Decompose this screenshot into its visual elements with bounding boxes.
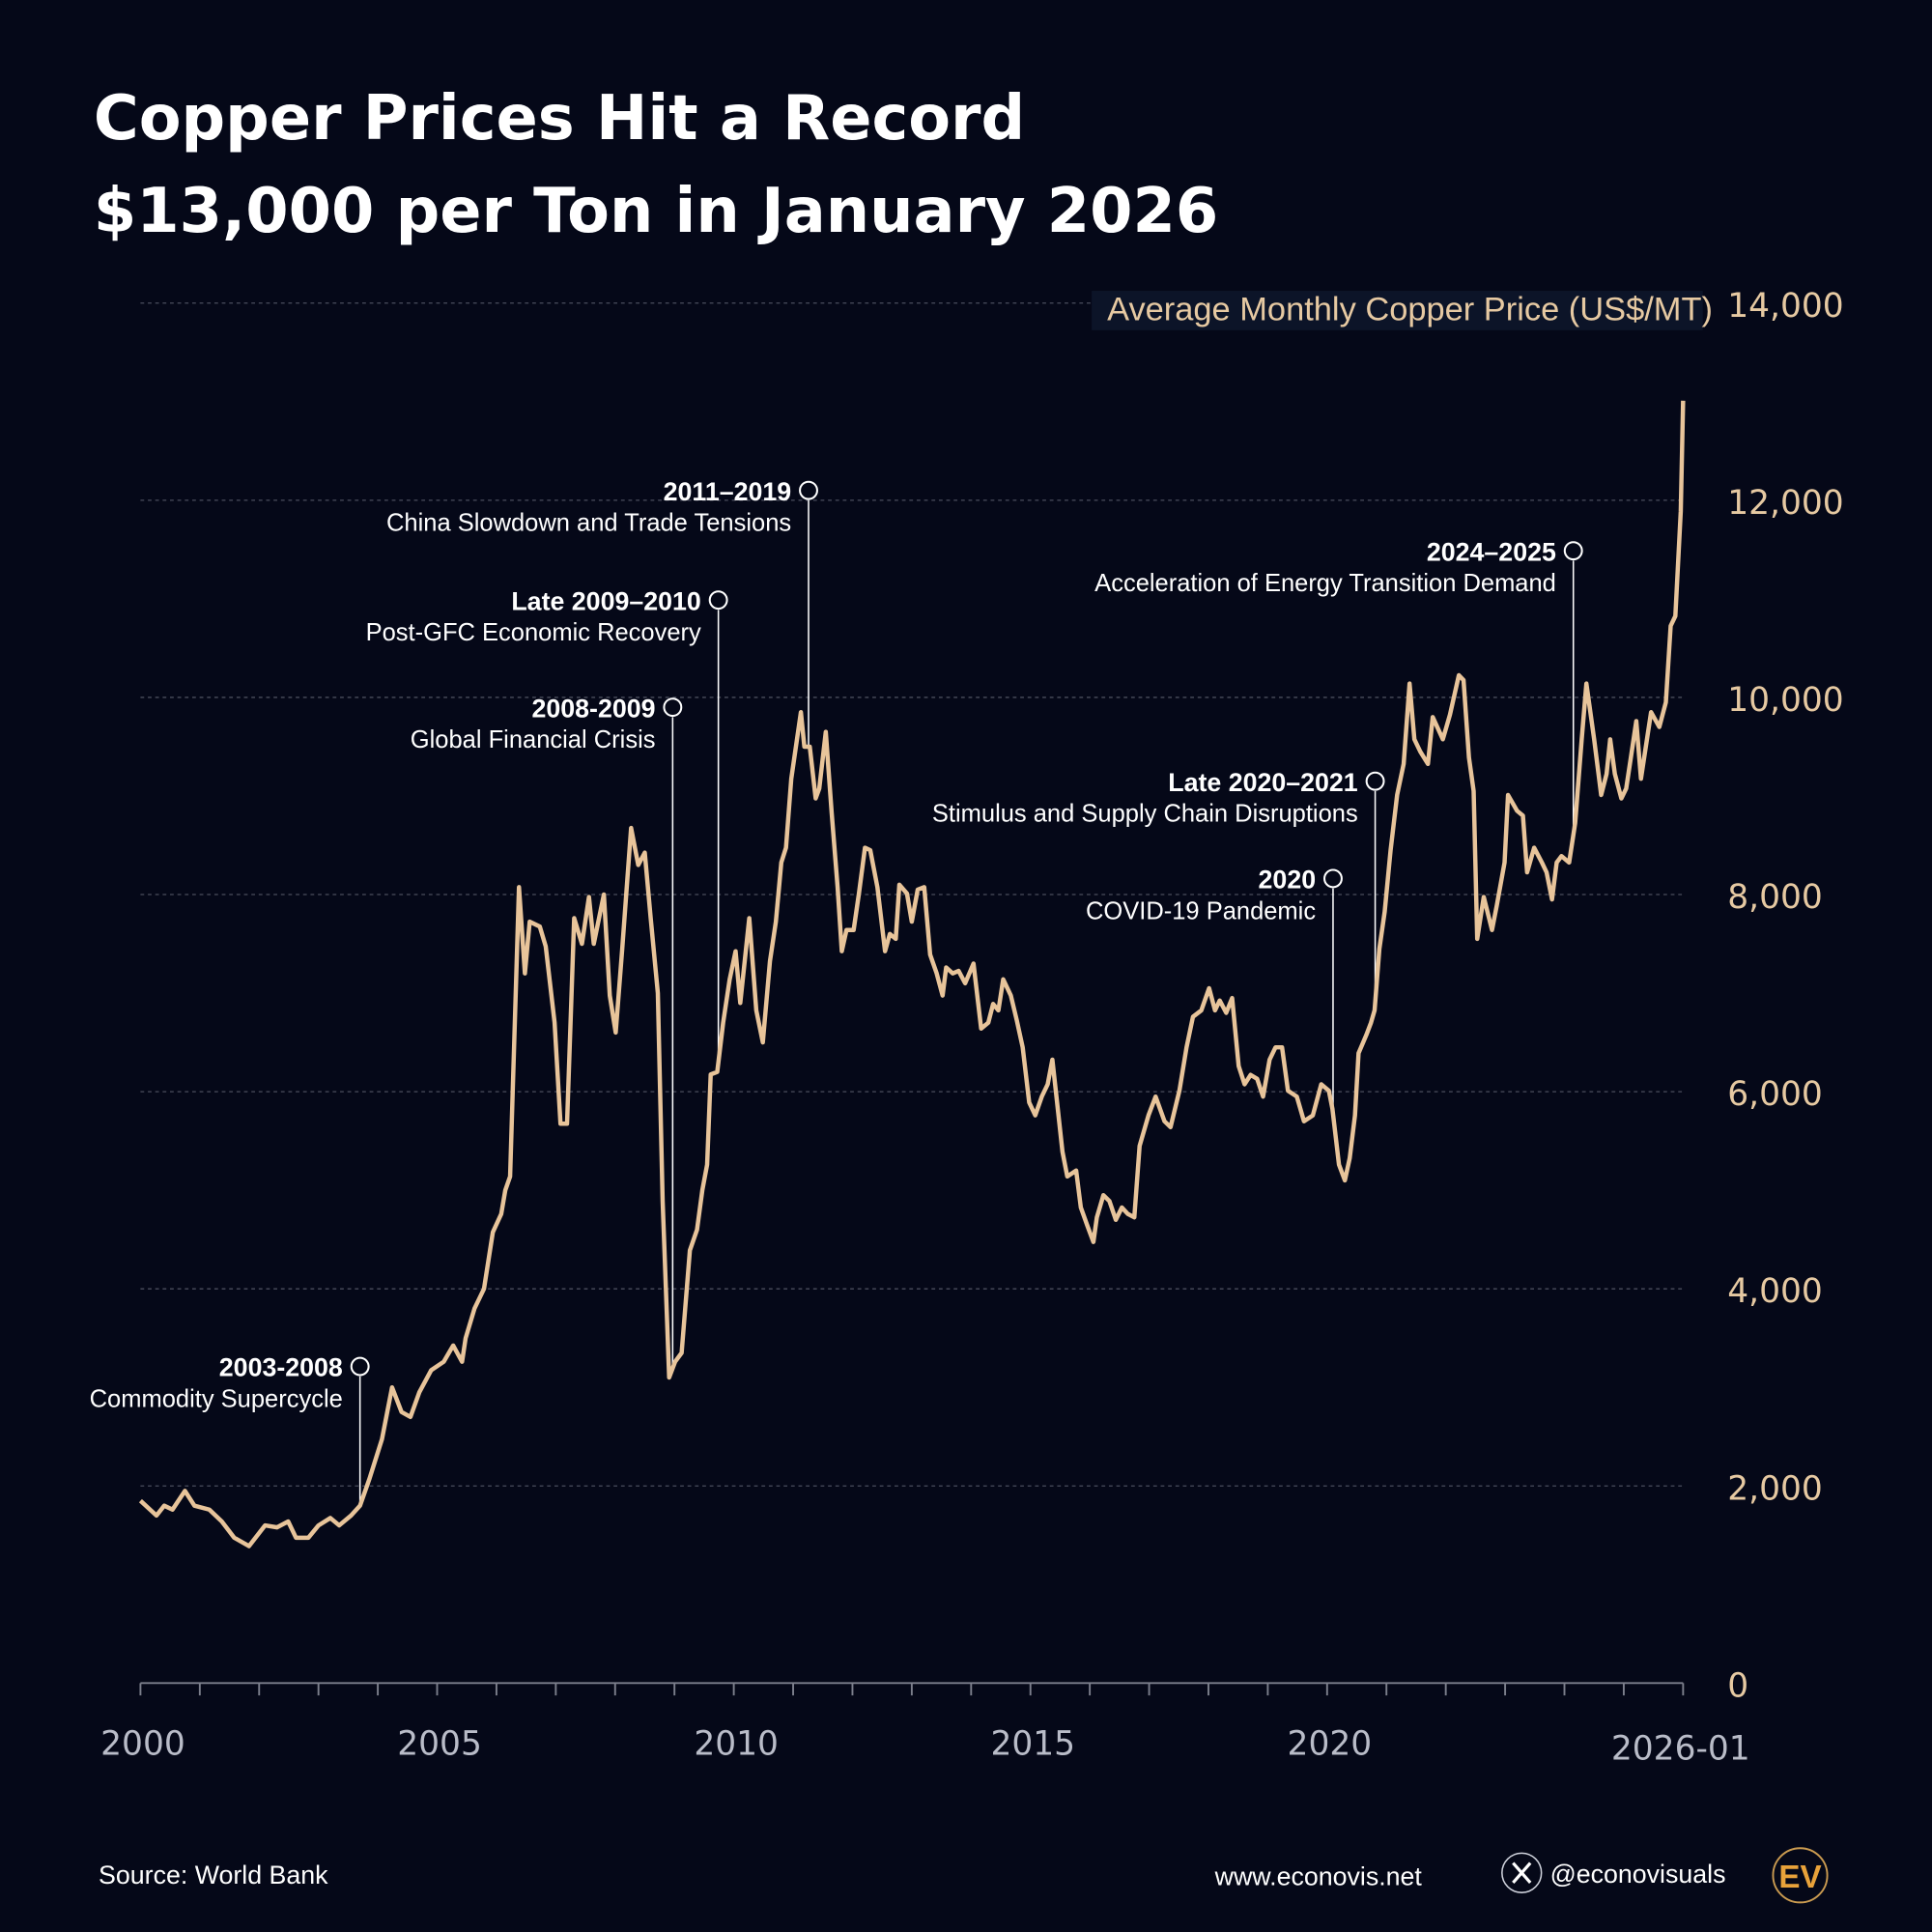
y-tick-label: 12,000 [1727, 484, 1843, 523]
gridlines [140, 302, 1684, 1487]
annotation-period: 2020 [1259, 866, 1317, 895]
website-link[interactable]: www.econovis.net [1214, 1862, 1423, 1891]
annotation-marker [663, 697, 683, 718]
annotation-text: Global Financial Crisis [411, 726, 656, 753]
x-tick-label: 2005 [397, 1724, 482, 1763]
y-axis-label: Average Monthly Copper Price (US$/MT) [1107, 292, 1713, 328]
annotations: 2003-2008 Commodity Supercycle 2008-2009 Gl… [90, 477, 1583, 1506]
annotation-marker [1563, 541, 1583, 561]
annotation-period: Late 2020–2021 [1168, 768, 1358, 797]
y-tick-label: 8,000 [1727, 878, 1823, 917]
annotation-marker [1365, 771, 1385, 791]
y-tick-label: 4,000 [1727, 1272, 1823, 1311]
annotation-marker [1323, 868, 1343, 889]
annotation-text: China Slowdown and Trade Tensions [386, 510, 791, 537]
title-line-1: Copper Prices Hit a Record [94, 83, 1025, 155]
annotation: 2008-2009 Global Financial Crisis [411, 694, 683, 1369]
x-tick-label: 2010 [694, 1724, 779, 1763]
y-tick-label: 14,000 [1727, 287, 1843, 326]
x-tick-label: 2020 [1288, 1724, 1373, 1763]
annotation: Late 2009–2010 Post-GFC Economic Recovery [366, 586, 728, 1063]
social-handle[interactable]: @econovisuals [1550, 1860, 1726, 1889]
x-axis: 2000 2005 2010 2015 2020 2026-01 [100, 1682, 1750, 1768]
annotation-period: 2008-2009 [531, 694, 655, 723]
annotation-text: Stimulus and Supply Chain Disruptions [932, 801, 1358, 828]
annotation-period: 2024–2025 [1427, 537, 1556, 566]
y-tick-label: 0 [1727, 1666, 1748, 1705]
annotation-marker [350, 1356, 370, 1377]
annotation: 2011–2019 China Slowdown and Trade Tensio… [386, 477, 818, 747]
series-line [138, 400, 1686, 1548]
annotation: 2003-2008 Commodity Supercycle [90, 1353, 370, 1506]
svg-text:EV: EV [1778, 1860, 1821, 1895]
annotation-period: 2011–2019 [664, 477, 792, 506]
ylabel-background [1092, 291, 1703, 330]
annotation-marker [799, 480, 818, 500]
y-tick-label: 2,000 [1727, 1469, 1823, 1508]
y-ticks: 0 2,000 4,000 6,000 8,000 10,000 12,000 14,000 [1727, 287, 1843, 1706]
annotation-text: COVID-19 Pandemic [1086, 898, 1316, 925]
annotation-text: Commodity Supercycle [90, 1386, 343, 1413]
ev-logo: EV [1772, 1847, 1829, 1904]
annotation: 2024–2025 Acceleration of Energy Transiti… [1094, 537, 1583, 836]
title-line-2: $13,000 per Ton in January 2026 [94, 176, 1218, 247]
annotation: Late 2020–2021 Stimulus and Supply Chain … [932, 768, 1385, 1003]
annotation-text: Acceleration of Energy Transition Demand [1094, 570, 1556, 597]
source-text: Source: World Bank [99, 1861, 328, 1889]
x-tick-label: 2026-01 [1611, 1729, 1750, 1768]
x-logo-icon[interactable] [1501, 1852, 1543, 1893]
y-tick-label: 10,000 [1727, 681, 1843, 720]
x-tick-label: 2015 [990, 1724, 1075, 1763]
annotation-text: Post-GFC Economic Recovery [366, 619, 701, 646]
y-tick-label: 6,000 [1727, 1075, 1823, 1114]
x-tick-label: 2000 [100, 1724, 185, 1763]
annotation-marker [708, 590, 728, 611]
annotation-period: 2003-2008 [219, 1353, 343, 1382]
annotation: 2020 COVID-19 Pandemic [1086, 866, 1343, 1115]
annotation-period: Late 2009–2010 [511, 586, 700, 615]
